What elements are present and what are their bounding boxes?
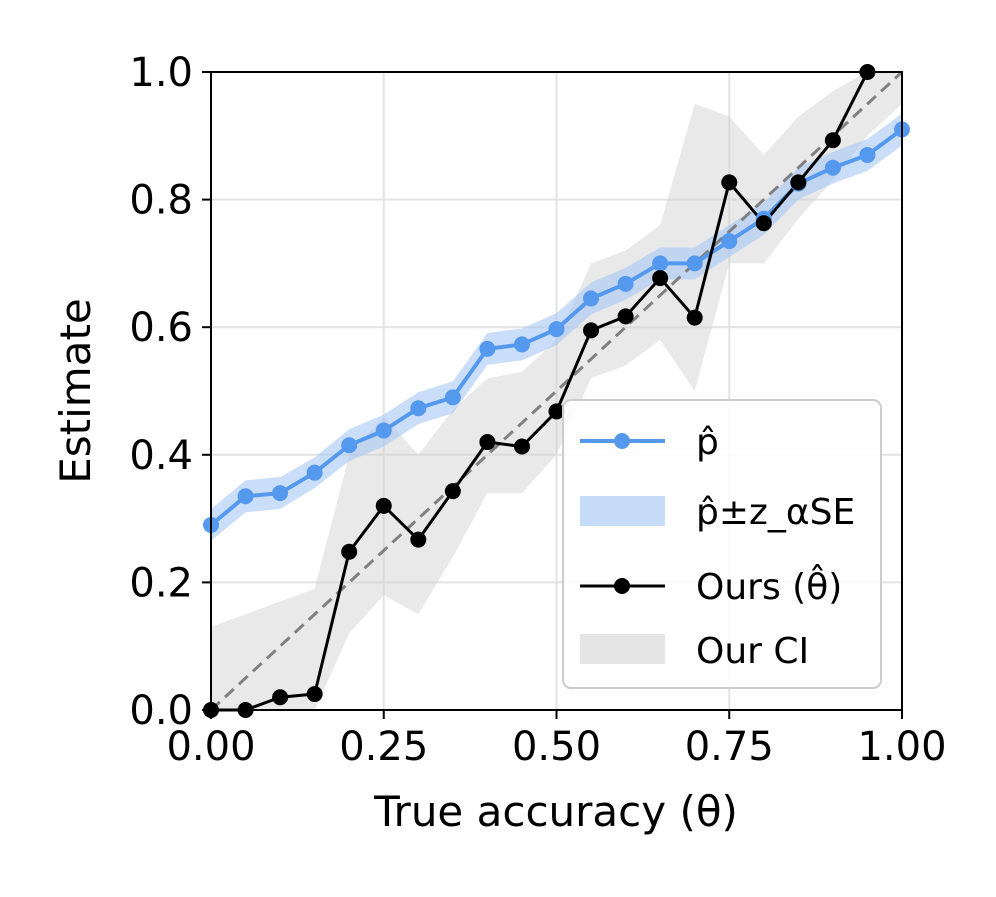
y-tick-label-3: 0.6 (129, 305, 193, 351)
plot-frame (210, 71, 903, 711)
series-0-point-18 (824, 159, 841, 176)
series-1-point-8 (479, 434, 496, 451)
series-0-point-4 (341, 437, 358, 454)
x-tick-label-0: 0.00 (166, 724, 255, 770)
x-axis-title: True accuracy (θ) (373, 787, 738, 836)
series-1-point-9 (513, 438, 530, 455)
reference-diagonal (209, 70, 904, 712)
series-0-point-14 (686, 255, 703, 272)
series-1-point-16 (755, 215, 772, 232)
series-1-point-12 (617, 308, 634, 325)
series-1-point-10 (548, 403, 565, 420)
series-1-point-17 (790, 174, 807, 191)
series-0-point-8 (479, 340, 496, 357)
series-0-point-15 (721, 233, 738, 250)
x-tick-label-4: 1.00 (857, 724, 946, 770)
legend: p̂ p̂±z_αSE Ours (θ̂) Our CI (562, 399, 882, 689)
series-0-point-10 (548, 321, 565, 338)
series-1-point-6 (410, 531, 427, 548)
series-0-point-5 (375, 422, 392, 439)
series-0-point-9 (513, 336, 530, 353)
series-0-point-11 (583, 290, 600, 307)
x-tick-label-3: 0.75 (685, 724, 774, 770)
y-axis-title: Estimate (51, 298, 100, 484)
series-1-point-13 (652, 270, 669, 287)
series-0-point-12 (617, 275, 634, 292)
legend-phat-band-swatch (580, 496, 665, 526)
series-1-point-5 (375, 497, 392, 514)
x-tick-label-1: 0.25 (339, 724, 428, 770)
series-0-point-19 (859, 146, 876, 163)
y-tick-label-4: 0.8 (129, 178, 193, 224)
y-tick-label-5: 1.0 (129, 50, 193, 96)
legend-ours-band-label: Our CI (696, 631, 809, 672)
series-0-point-1 (237, 488, 254, 505)
series-1-point-11 (583, 322, 600, 339)
y-tick-label-2: 0.4 (129, 433, 193, 479)
series-0-point-2 (272, 485, 289, 502)
legend-phat-label: p̂ (696, 422, 719, 463)
legend-box (562, 399, 882, 689)
reference-line (209, 70, 904, 712)
legend-phat-swatch-marker (614, 433, 630, 449)
series-0-point-7 (444, 389, 461, 406)
y-tick-label-0: 0.0 (129, 688, 193, 734)
series-1-point-3 (306, 686, 323, 703)
series-1-point-15 (721, 174, 738, 191)
legend-ours-band-swatch (580, 634, 665, 664)
series-1-point-7 (444, 483, 461, 500)
series-0-point-13 (652, 255, 669, 272)
axis-ticks: 0.00 0.25 0.50 0.75 1.00 0.0 0.2 0.4 0.6 0.8 1.0 (129, 50, 946, 770)
legend-phat-band-label: p̂±z_αSE (696, 492, 855, 533)
legend-ours-swatch-marker (614, 578, 630, 594)
series-0-point-3 (306, 464, 323, 481)
y-tick-label-1: 0.2 (129, 560, 193, 606)
series-0-point-6 (410, 400, 427, 417)
series-1-point-18 (824, 132, 841, 149)
legend-ours-label: Ours (θ̂) (696, 563, 842, 608)
x-tick-label-2: 0.50 (512, 724, 601, 770)
series-1-point-14 (686, 309, 703, 326)
series-1-point-4 (341, 543, 358, 560)
series-1-point-2 (272, 689, 289, 706)
